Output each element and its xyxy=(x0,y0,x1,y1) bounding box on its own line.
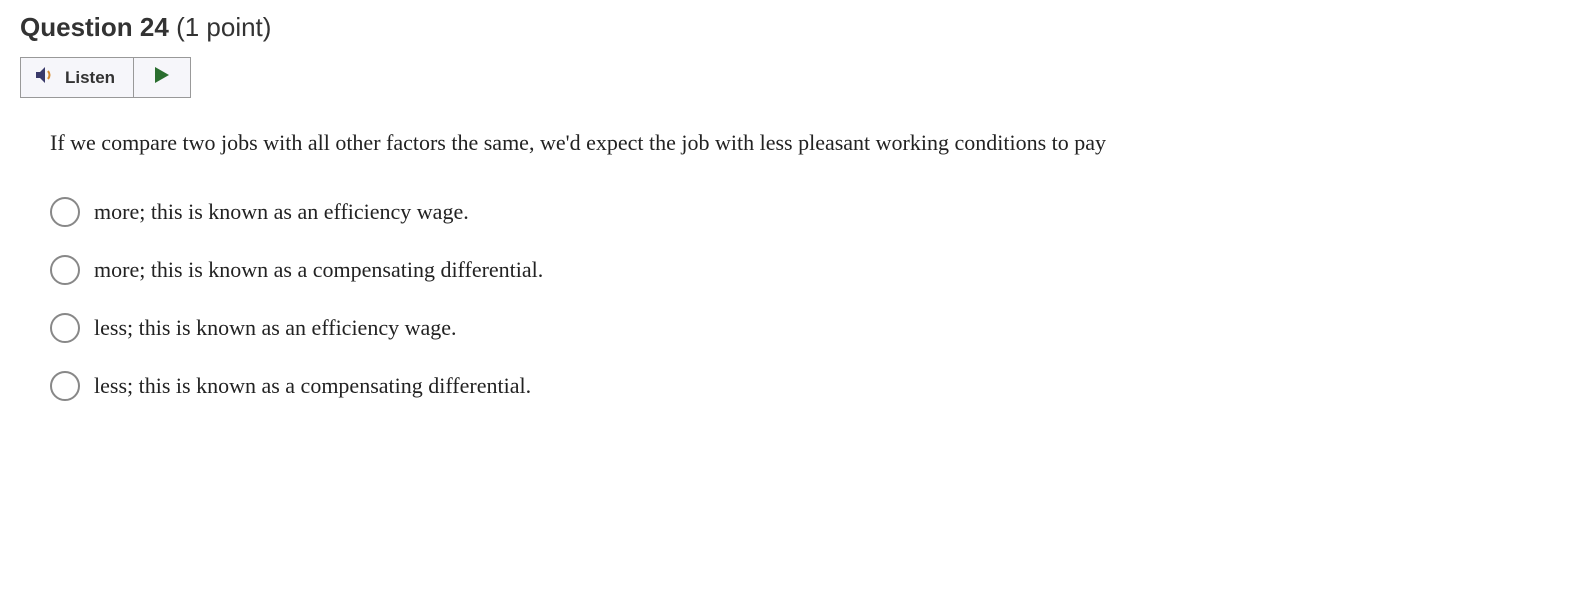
play-icon xyxy=(154,66,170,89)
question-text: If we compare two jobs with all other fa… xyxy=(50,124,1450,161)
option-label: more; this is known as a compensating di… xyxy=(94,257,543,283)
option-label: less; this is known as an efficiency wag… xyxy=(94,315,457,341)
play-button[interactable] xyxy=(134,58,190,97)
question-header: Question 24 (1 point) xyxy=(20,12,1560,43)
question-number: Question 24 xyxy=(20,12,169,42)
speaker-icon xyxy=(35,66,57,89)
option-2[interactable]: less; this is known as an efficiency wag… xyxy=(50,313,1560,343)
radio-icon xyxy=(50,255,80,285)
listen-button[interactable]: Listen xyxy=(21,58,134,97)
option-label: less; this is known as a compensating di… xyxy=(94,373,531,399)
radio-icon xyxy=(50,371,80,401)
radio-icon xyxy=(50,197,80,227)
radio-icon xyxy=(50,313,80,343)
option-3[interactable]: less; this is known as a compensating di… xyxy=(50,371,1560,401)
option-0[interactable]: more; this is known as an efficiency wag… xyxy=(50,197,1560,227)
option-label: more; this is known as an efficiency wag… xyxy=(94,199,469,225)
listen-toolbar: Listen xyxy=(20,57,191,98)
question-points: (1 point) xyxy=(176,12,271,42)
listen-label: Listen xyxy=(65,68,115,88)
options-list: more; this is known as an efficiency wag… xyxy=(50,197,1560,401)
option-1[interactable]: more; this is known as a compensating di… xyxy=(50,255,1560,285)
